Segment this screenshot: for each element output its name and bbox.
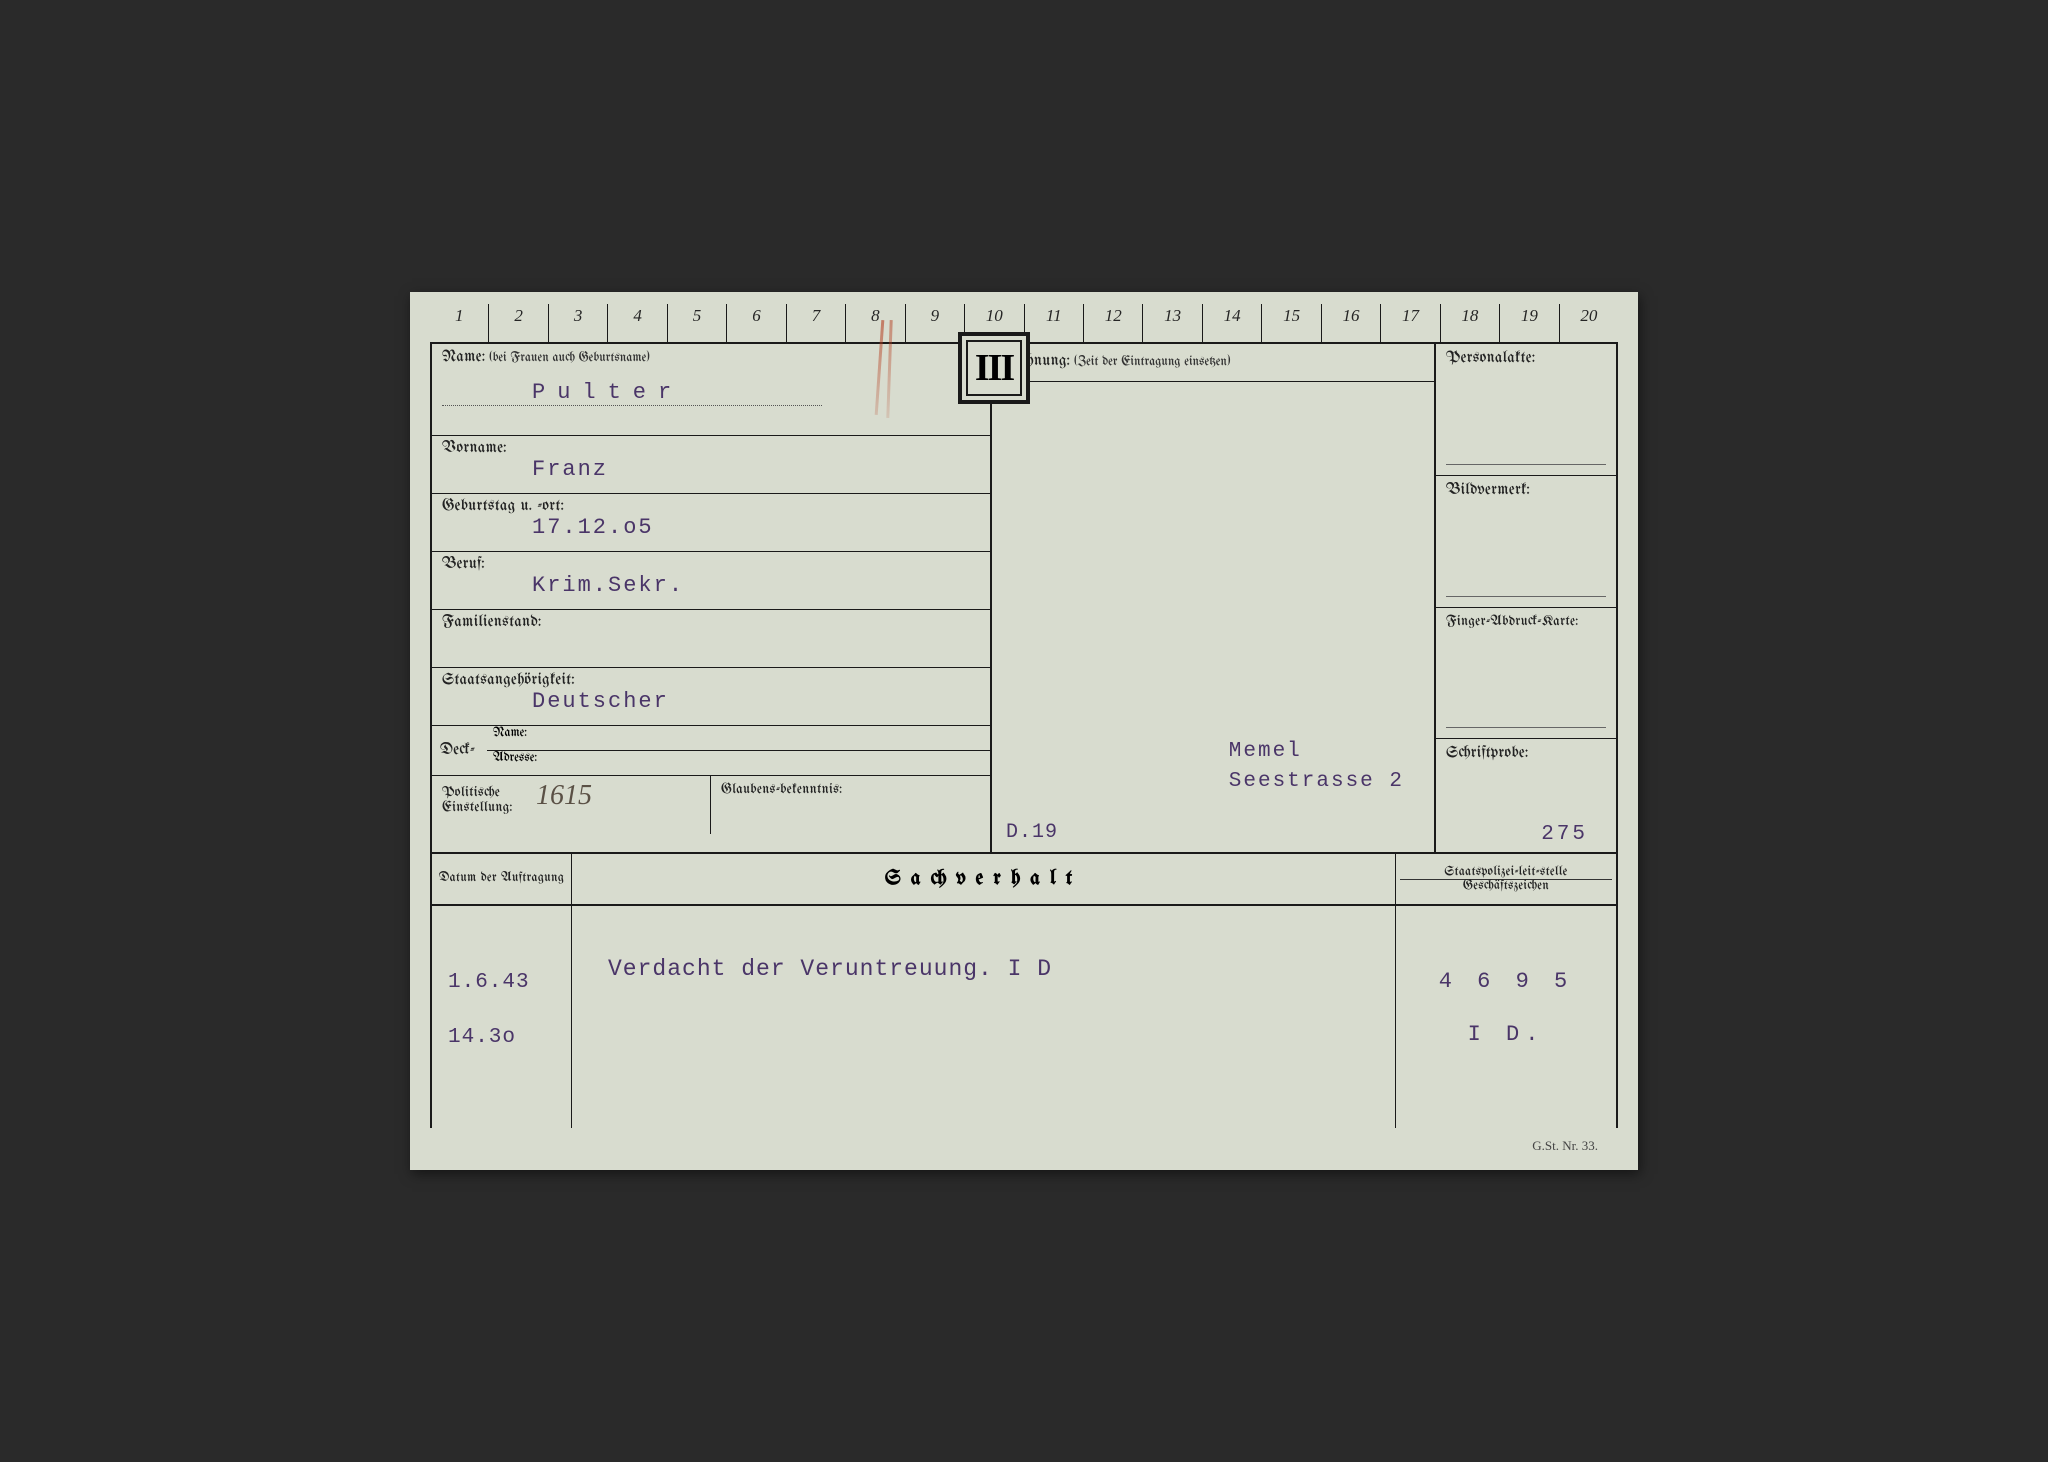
staats-label: Staatsangehörigkeit: <box>442 672 980 689</box>
geschaefts-label: Geschäftszeichen <box>1400 880 1612 893</box>
category-box: III <box>958 332 1030 404</box>
finger-field: Finger-Abdruck-Karte: <box>1436 608 1616 740</box>
deck-name-label: Name: <box>487 726 990 751</box>
form-number: G.St. Nr. 33. <box>1532 1138 1598 1154</box>
datum-value2: 14.3o <box>448 1011 555 1066</box>
finger-label: Finger-Abdruck-Karte: <box>1446 614 1606 629</box>
wohnung-hint: (Zeit der Eintragung einsetzen) <box>1074 356 1230 369</box>
ruler-tick: 16 <box>1321 304 1380 342</box>
ruler-tick: 12 <box>1083 304 1142 342</box>
ref2-value: I D. <box>1412 1009 1600 1062</box>
ruler-tick: 6 <box>726 304 785 342</box>
beruf-label: Beruf: <box>442 556 980 573</box>
schrift-field: Schriftprobe: 275 <box>1436 739 1616 852</box>
bildvermerk-label: Bildvermerk: <box>1446 482 1606 499</box>
deck-adresse-label: Adresse: <box>487 751 990 775</box>
ruler-tick: 19 <box>1499 304 1558 342</box>
datum-header: Datum der Auftragung <box>432 854 572 904</box>
staatspolizei-label: Staatspolizei-leit-stelle <box>1400 866 1612 880</box>
deck-row: Deck- Name: Adresse: <box>432 726 990 776</box>
sachverhalt-body: 1.6.43 14.3o Verdacht der Veruntreuung. … <box>430 906 1618 1128</box>
deck-label: Deck- <box>432 726 487 775</box>
vorname-label: Vorname: <box>442 440 980 457</box>
datum-label: Datum der Auftragung <box>436 872 567 887</box>
geburt-value: 17.12.o5 <box>442 515 980 540</box>
ruler-tick: 3 <box>548 304 607 342</box>
ruler-tick: 18 <box>1440 304 1499 342</box>
sach-text-value: Verdacht der Veruntreuung. I D <box>588 956 1379 982</box>
familien-label: Familienstand: <box>442 614 980 631</box>
wohnung-address: Memel Seestrasse 2 <box>1229 737 1404 796</box>
right-column: Personalakte: Bildvermerk: Finger-Abdruc… <box>1436 344 1616 852</box>
ruler-tick: 4 <box>607 304 666 342</box>
roman-numeral: III <box>966 340 1022 396</box>
ruler-tick: 14 <box>1202 304 1261 342</box>
d19-value: D.19 <box>1006 821 1058 844</box>
wohnung-header: Wohnung: (Zeit der Eintragung einsetzen) <box>992 344 1434 382</box>
politische-field: Politische Einstellung: 1615 <box>432 776 711 834</box>
ruler-tick: 1 <box>430 304 488 342</box>
ruler-tick: 8 <box>845 304 904 342</box>
sachverhalt-title-cell: Sachverhalt <box>572 854 1396 904</box>
wohnung-line1: Memel <box>1229 737 1404 766</box>
staatspolizei-header: Staatspolizei-leit-stelle Geschäftszeich… <box>1396 854 1616 904</box>
geburt-label: Geburtstag u. -ort: <box>442 498 980 515</box>
sachverhalt-title: Sachverhalt <box>576 869 1391 890</box>
ruler-tick: 13 <box>1142 304 1201 342</box>
ruler-tick: 7 <box>786 304 845 342</box>
glaubens-label: Glaubens-bekenntnis: <box>721 782 842 797</box>
n275-value: 275 <box>1541 823 1588 846</box>
name-label: Name: <box>442 349 485 366</box>
name-hint: (bei Frauen auch Geburtsname) <box>489 352 649 365</box>
beruf-value: Krim.Sekr. <box>442 573 980 598</box>
staats-value: Deutscher <box>442 689 980 714</box>
name-value: Pulter <box>442 366 822 406</box>
ruler-tick: 15 <box>1261 304 1320 342</box>
ruler-tick: 11 <box>1024 304 1083 342</box>
bottom-left-row: Politische Einstellung: 1615 Glaubens-be… <box>432 776 990 834</box>
beruf-field: Beruf: Krim.Sekr. <box>432 552 990 610</box>
main-form-grid: Name: (bei Frauen auch Geburtsname) Pult… <box>430 344 1618 854</box>
ref-cell: 4 6 9 5 I D. <box>1396 906 1616 1128</box>
personalakte-field: Personalakte: <box>1436 344 1616 476</box>
schrift-label: Schriftprobe: <box>1446 745 1606 762</box>
familien-field: Familienstand: <box>432 610 990 668</box>
ruler-tick: 2 <box>488 304 547 342</box>
politische-label: Politische Einstellung: <box>442 785 522 816</box>
sachverhalt-header: Datum der Auftragung Sachverhalt Staatsp… <box>430 854 1618 906</box>
name-field: Name: (bei Frauen auch Geburtsname) Pult… <box>432 344 990 436</box>
wohnung-column: Wohnung: (Zeit der Eintragung einsetzen)… <box>992 344 1436 852</box>
left-column: Name: (bei Frauen auch Geburtsname) Pult… <box>432 344 992 852</box>
datum-cell: 1.6.43 14.3o <box>432 906 572 1128</box>
wohnung-line2: Seestrasse 2 <box>1229 767 1404 796</box>
ruler-tick: 20 <box>1559 304 1618 342</box>
bildvermerk-field: Bildvermerk: <box>1436 476 1616 608</box>
sach-text-cell: Verdacht der Veruntreuung. I D <box>572 906 1396 1128</box>
staats-field: Staatsangehörigkeit: Deutscher <box>432 668 990 726</box>
wohnung-body: Memel Seestrasse 2 D.19 <box>992 382 1434 852</box>
glaubens-field: Glaubens-bekenntnis: <box>711 776 990 834</box>
ruler-tick: 9 <box>905 304 964 342</box>
politische-value: 1615 <box>526 780 592 811</box>
vorname-field: Vorname: Franz <box>432 436 990 494</box>
ref1-value: 4 6 9 5 <box>1412 956 1600 1009</box>
personalakte-label: Personalakte: <box>1446 350 1606 367</box>
ruler-tick: 17 <box>1380 304 1439 342</box>
ruler-tick: 5 <box>667 304 726 342</box>
index-card: III 1234567891011121314151617181920 Name… <box>410 292 1638 1170</box>
geburt-field: Geburtstag u. -ort: 17.12.o5 <box>432 494 990 552</box>
datum-value1: 1.6.43 <box>448 956 555 1011</box>
vorname-value: Franz <box>442 457 980 482</box>
